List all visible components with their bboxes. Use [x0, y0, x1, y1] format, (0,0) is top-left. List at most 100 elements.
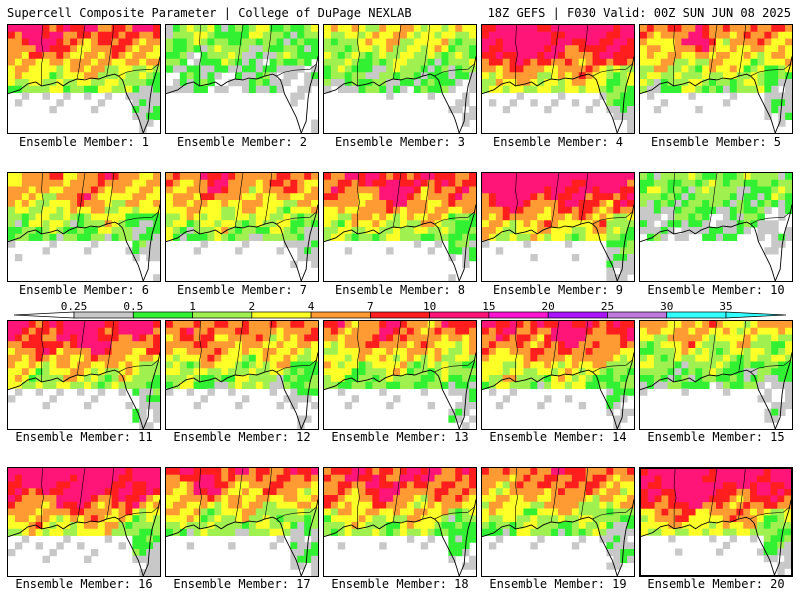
scp-contour-cell — [695, 220, 703, 228]
scp-contour-cell — [743, 173, 752, 181]
scp-contour-cell — [413, 206, 422, 214]
scp-contour-cell — [620, 58, 628, 66]
scp-contour-cell — [681, 334, 689, 342]
scp-contour-cell — [729, 528, 737, 536]
scp-contour-cell — [172, 488, 181, 496]
scp-contour-cell — [620, 267, 628, 275]
scp-contour-cell — [537, 186, 545, 194]
scp-contour-cell — [653, 173, 662, 181]
scp-contour-cell — [764, 388, 772, 396]
scp-contour-cell — [166, 206, 174, 214]
scp-contour-cell — [763, 495, 772, 503]
scp-contour-cell — [63, 341, 71, 349]
scp-contour-cell — [90, 179, 99, 187]
scp-contour-cell — [771, 173, 779, 181]
scp-contour-cell — [756, 548, 765, 556]
scp-contour-cell — [571, 193, 580, 201]
scp-contour-cell — [420, 528, 429, 536]
scp-contour-cell — [139, 488, 147, 496]
scp-contour-cell — [386, 334, 394, 342]
scp-contour-cell — [585, 206, 594, 214]
scp-contour-cell — [90, 348, 99, 356]
scp-contour-cell — [667, 193, 676, 201]
scp-contour-cell — [606, 200, 614, 208]
scp-contour-cell — [28, 368, 37, 376]
scp-contour-cell — [8, 65, 16, 73]
scp-contour-cell — [70, 25, 78, 33]
scp-contour-cell — [620, 535, 628, 543]
scp-contour-cell — [736, 58, 745, 66]
scp-contour-cell — [193, 488, 202, 496]
scp-contour-cell — [406, 341, 415, 349]
scp-contour-cell — [455, 173, 463, 181]
scp-contour-cell — [606, 267, 614, 275]
scp-contour-cell — [627, 247, 634, 255]
scp-contour-cell — [153, 488, 160, 496]
scp-contour-cell — [620, 274, 628, 281]
scp-contour-cell — [462, 220, 470, 228]
scp-contour-cell — [571, 542, 580, 550]
scp-contour-cell — [8, 474, 16, 482]
scp-contour-cell — [358, 528, 366, 536]
scp-contour-cell — [400, 25, 408, 33]
scp-contour-cell — [221, 220, 229, 228]
scp-contour-cell — [324, 495, 332, 503]
state-border — [738, 321, 746, 373]
scp-contour-cell — [530, 179, 538, 187]
scp-contour-cell — [592, 173, 600, 181]
colorbar-segment — [310, 311, 371, 319]
scp-contour-cell — [688, 488, 697, 496]
scp-contour-cell — [406, 186, 415, 194]
ensemble-member-label: Ensemble Member: 8 — [334, 283, 466, 297]
scp-contour-cell — [8, 354, 16, 362]
scp-contour-cell — [269, 200, 278, 208]
scp-contour-cell — [544, 368, 552, 376]
coastline-east — [774, 352, 792, 429]
scp-contour-cell — [118, 220, 126, 228]
scp-contour-cell — [49, 106, 57, 114]
scp-contour-cell — [488, 515, 497, 523]
scp-contour-cell — [97, 65, 106, 73]
scp-contour-cell — [372, 522, 380, 530]
scp-contour-cell — [186, 25, 195, 33]
scp-contour-cell — [462, 112, 470, 120]
scp-contour-cell — [654, 502, 662, 510]
scp-contour-cell — [764, 395, 772, 403]
scp-contour-cell — [606, 79, 614, 87]
scp-contour-cell — [558, 381, 566, 389]
scp-contour-cell — [743, 482, 751, 490]
scp-contour-cell — [558, 522, 566, 530]
scp-contour-cell — [530, 381, 538, 389]
ensemble-member-label: Ensemble Member: 20 — [647, 577, 785, 591]
state-border — [673, 321, 676, 382]
scp-contour-cell — [667, 227, 676, 235]
scp-contour-cell — [118, 85, 126, 93]
scp-contour-cell — [455, 381, 463, 389]
scp-contour-cell — [90, 468, 99, 476]
scp-contour-cell — [56, 481, 64, 489]
scp-contour-cell — [469, 58, 476, 66]
scp-contour-cell — [351, 179, 360, 187]
scp-contour-cell — [214, 321, 222, 329]
scp-contour-cell — [118, 52, 126, 60]
state-border — [550, 173, 560, 228]
scp-contour-cell — [146, 481, 154, 489]
scp-contour-cell — [743, 368, 752, 376]
scp-contour-cell — [35, 528, 44, 536]
scp-contour-cell — [764, 31, 772, 39]
scp-contour-cell — [49, 495, 57, 503]
scp-contour-cell — [716, 220, 724, 228]
scp-contour-cell — [420, 488, 429, 496]
scp-contour-cell — [262, 193, 271, 201]
scp-contour-cell — [420, 468, 429, 476]
scp-contour-cell — [337, 321, 346, 329]
scp-contour-cell — [56, 79, 64, 87]
scp-contour-cell — [482, 240, 490, 248]
coastline-east — [458, 204, 476, 281]
scp-contour-cell — [166, 388, 174, 396]
scp-contour-cell — [599, 474, 607, 482]
scp-contour-cell — [324, 522, 332, 530]
scp-contour-cell — [153, 58, 160, 66]
scp-contour-cell — [523, 481, 531, 489]
scp-contour-cell — [84, 45, 92, 53]
